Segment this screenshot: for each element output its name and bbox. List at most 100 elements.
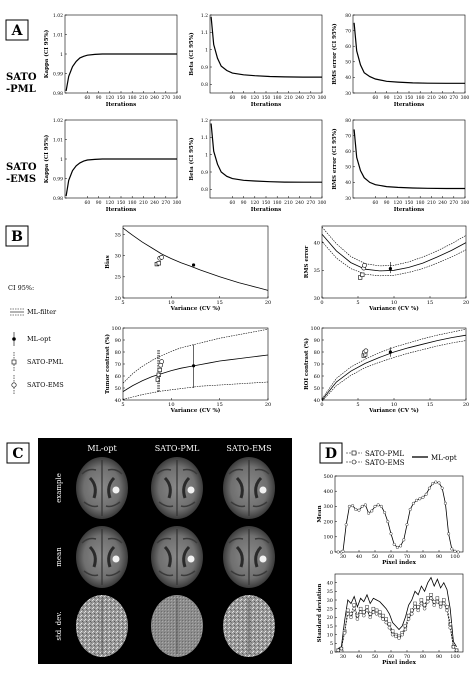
x-tick-label: 120 <box>394 200 403 206</box>
x-tick-label: 180 <box>416 95 425 101</box>
x-tick-label: 70 <box>404 654 410 660</box>
y-tick-label: 60 <box>115 374 121 380</box>
data-point <box>440 486 444 490</box>
x-tick-label: 15 <box>216 402 222 408</box>
data-point <box>365 608 369 613</box>
data-point <box>415 498 419 502</box>
data-point <box>387 626 392 630</box>
data-point <box>390 629 395 633</box>
y-tick-label: 0.99 <box>53 176 63 182</box>
x-tick-label: 180 <box>273 200 282 206</box>
plot-area <box>122 327 269 401</box>
col-label-sato-pml: SATO-PML <box>155 444 200 453</box>
data-point <box>390 632 395 637</box>
data-point <box>394 634 398 639</box>
x-tick-label: 0 <box>320 300 323 306</box>
series-line <box>122 328 269 384</box>
data-point <box>387 622 392 626</box>
x-tick-label: 300 <box>318 200 327 206</box>
x-axis-label: Iterations <box>394 207 424 213</box>
data-point <box>342 631 347 635</box>
x-axis-label: Iterations <box>106 207 136 213</box>
x-tick-label: 100 <box>450 654 460 660</box>
data-point <box>339 646 344 651</box>
y-tick-label: 200 <box>323 519 333 525</box>
sulcus <box>158 501 196 508</box>
y-tick-label: 1.2 <box>201 13 208 19</box>
brain-image <box>223 526 275 588</box>
chart-a1: 60 90 120 150 180 210 240 270 300 1.02 1.01 1 0.99 0.… <box>43 13 181 108</box>
y-tick-label: 15 <box>327 624 333 630</box>
y-tick-label: 70 <box>314 362 320 368</box>
y-tick-label: 0.9 <box>201 170 208 176</box>
y-tick-label: 100 <box>323 535 333 541</box>
y-tick-label: 500 <box>323 474 333 480</box>
chart-b3: 5 10 15 20 100 90 80 70 60 50 40 Variance (CV %) Tum… <box>104 326 271 414</box>
y-tick-label: 25 <box>115 275 121 281</box>
x-tick-label: 60 <box>388 554 394 560</box>
y-tick-label: 80 <box>115 350 121 356</box>
x-axis-label: Iterations <box>394 102 424 108</box>
sulcus <box>230 570 268 577</box>
x-tick-label: 270 <box>162 200 171 206</box>
data-point <box>405 523 409 527</box>
x-tick-label: 60 <box>230 95 236 101</box>
y-tick-label: 1 <box>205 47 208 53</box>
series-line <box>338 576 457 649</box>
sulcus <box>228 537 270 544</box>
legend-title: CI 95%: <box>8 284 34 292</box>
data-point <box>371 606 376 611</box>
sulcus <box>81 468 123 475</box>
data-point <box>406 617 411 621</box>
data-point <box>362 613 366 618</box>
y-tick-label: 1.01 <box>53 137 63 143</box>
data-point <box>374 608 379 613</box>
x-tick-label: 210 <box>139 95 148 101</box>
x-tick-label: 5 <box>356 300 359 306</box>
legend-panel-b: CI 95%: ML-filter ML-opt SATO-PML SATO-E… <box>8 284 64 394</box>
x-tick-label: 120 <box>251 95 260 101</box>
x-tick-label: 180 <box>128 200 137 206</box>
data-point <box>370 509 374 513</box>
x-axis-label: Variance (CV %) <box>170 407 221 414</box>
brain-image <box>223 457 275 519</box>
x-tick-label: 150 <box>117 95 126 101</box>
row-label-sato-ems: SATO -EMS <box>6 162 37 185</box>
sulcus <box>81 537 123 544</box>
sulcus <box>83 501 121 508</box>
x-tick-label: 300 <box>173 95 182 101</box>
data-point <box>448 622 452 626</box>
data-point <box>416 605 420 609</box>
y-tick-label: 80 <box>345 118 351 124</box>
x-tick-label: 90 <box>436 654 442 660</box>
brain-image <box>76 457 128 519</box>
data-point <box>346 612 350 616</box>
y-tick-label: 1 <box>60 52 63 58</box>
sato-pml-point <box>156 372 161 377</box>
y-tick-label: 100 <box>111 326 121 332</box>
x-tick-label: 90 <box>384 95 390 101</box>
y-tick-label: 1.2 <box>201 118 208 124</box>
x-tick-label: 270 <box>307 95 316 101</box>
data-point <box>352 606 356 611</box>
row-label-sato-pml: SATO -PML <box>6 72 37 95</box>
x-tick-label: 240 <box>295 95 304 101</box>
data-point <box>410 612 414 616</box>
data-point <box>395 545 399 549</box>
x-tick-label: 80 <box>420 554 426 560</box>
x-tick-label: 40 <box>356 654 362 660</box>
data-point <box>349 615 353 620</box>
data-point <box>443 501 447 505</box>
y-axis-label: Kappa (CI 95%) <box>43 134 50 183</box>
y-tick-label: 60 <box>345 44 351 50</box>
data-point <box>352 603 356 607</box>
chart-b1: 5 10 15 20 35 30 25 20 Variance (CV %) Bias <box>105 225 271 312</box>
y-tick-label: 60 <box>345 149 351 155</box>
y-tick-label: 25 <box>327 606 333 612</box>
x-tick-label: 150 <box>405 200 414 206</box>
y-tick-label: 80 <box>345 13 351 19</box>
chart-a3: 60 90 120 150 180 210 240 270 300 80 70 60 50 40 30 Ite… <box>331 13 469 108</box>
y-tick-label: 1 <box>205 152 208 158</box>
brain-image <box>223 595 275 657</box>
data-point <box>442 598 446 602</box>
